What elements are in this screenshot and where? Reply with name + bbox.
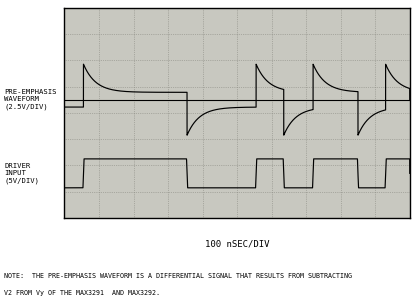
Text: 100 nSEC/DIV: 100 nSEC/DIV [205,239,270,249]
Text: PRE-EMPHASIS
WAVEFORM
(2.5V/DIV): PRE-EMPHASIS WAVEFORM (2.5V/DIV) [4,89,57,110]
Text: NOTE:  THE PRE-EMPHASIS WAVEFORM IS A DIFFERENTIAL SIGNAL THAT RESULTS FROM SUBT: NOTE: THE PRE-EMPHASIS WAVEFORM IS A DIF… [4,273,352,279]
Text: V2 FROM Vy OF THE MAX3291  AND MAX3292.: V2 FROM Vy OF THE MAX3291 AND MAX3292. [4,290,160,296]
Text: DRIVER
INPUT
(5V/DIV): DRIVER INPUT (5V/DIV) [4,163,39,184]
